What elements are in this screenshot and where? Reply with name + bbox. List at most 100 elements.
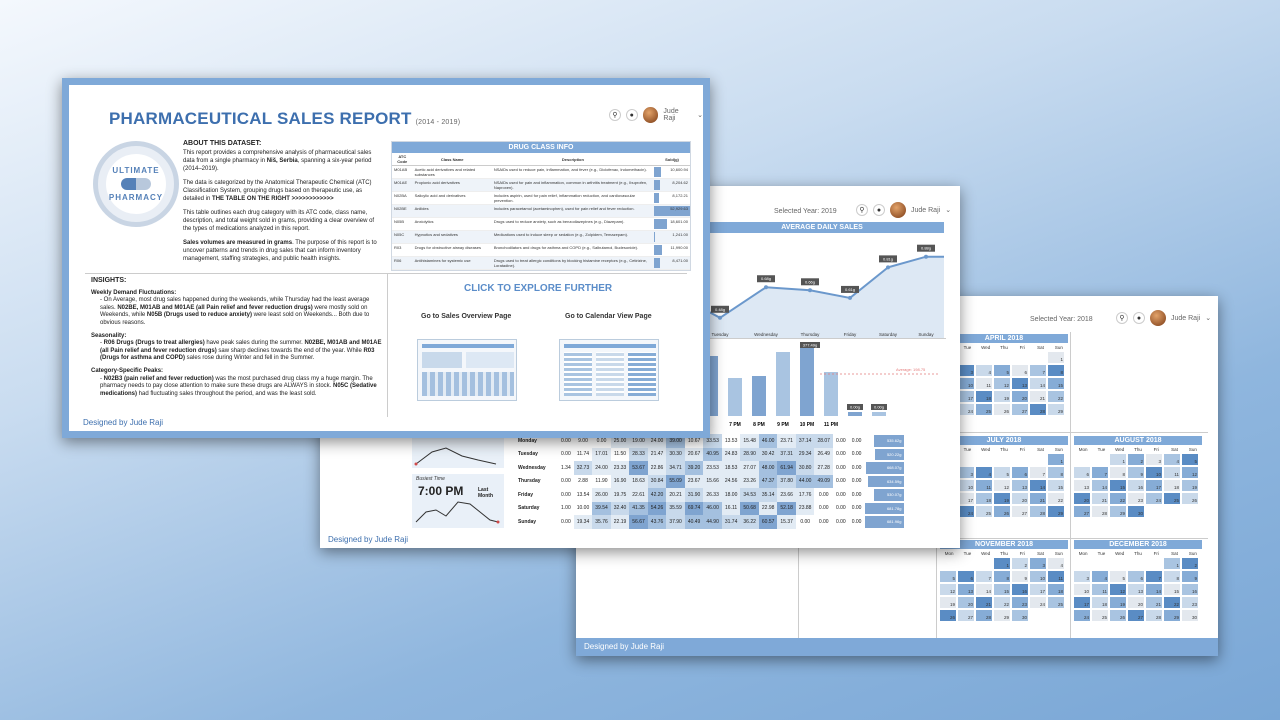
calendar-day[interactable]: 28 — [976, 610, 992, 621]
calendar-day[interactable]: 14 — [1030, 378, 1046, 389]
calendar-day[interactable]: 13 — [1012, 480, 1028, 491]
calendar-day[interactable]: 14 — [1092, 480, 1108, 491]
calendar-day[interactable]: 7 — [1030, 467, 1046, 478]
calendar-day[interactable]: 25 — [1048, 597, 1064, 608]
calendar-day[interactable]: 8 — [1048, 365, 1064, 376]
calendar-day[interactable]: 4 — [976, 365, 992, 376]
calendar-day[interactable]: 15 — [1048, 378, 1064, 389]
calendar-day[interactable]: 1 — [1110, 454, 1126, 465]
sales-overview-link[interactable]: Go to Sales Overview Page — [421, 313, 512, 320]
calendar-day[interactable]: 30 — [1012, 610, 1028, 621]
calendar-day[interactable]: 11 — [976, 378, 992, 389]
calendar-day[interactable]: 17 — [1030, 584, 1046, 595]
calendar-day[interactable]: 21 — [1092, 493, 1108, 504]
avatar[interactable] — [1150, 310, 1166, 326]
calendar-day[interactable]: 11 — [1092, 584, 1108, 595]
calendar-day[interactable]: 5 — [994, 365, 1010, 376]
calendar-day[interactable]: 22 — [994, 597, 1010, 608]
calendar-day[interactable]: 29 — [1164, 610, 1180, 621]
calendar-day[interactable]: 13 — [1128, 584, 1144, 595]
calendar-day[interactable]: 12 — [994, 378, 1010, 389]
calendar-day[interactable]: 26 — [994, 506, 1010, 517]
chevron-down-icon[interactable]: ⌄ — [945, 207, 952, 214]
calendar-day[interactable]: 27 — [1128, 610, 1144, 621]
calendar-day[interactable]: 3 — [1074, 571, 1090, 582]
calendar-day[interactable]: 4 — [1048, 558, 1064, 569]
calendar-day[interactable]: 28 — [1030, 506, 1046, 517]
calendar-day[interactable]: 3 — [958, 365, 974, 376]
calendar-day[interactable]: 22 — [1048, 391, 1064, 402]
calendar-day[interactable]: 21 — [1146, 597, 1162, 608]
copilot-icon[interactable]: ● — [625, 109, 638, 121]
calendar-day[interactable]: 25 — [1164, 493, 1180, 504]
calendar-day[interactable]: 8 — [994, 571, 1010, 582]
calendar-day[interactable]: 10 — [958, 378, 974, 389]
copilot-icon[interactable]: ● — [1133, 312, 1145, 324]
calendar-day[interactable]: 19 — [994, 493, 1010, 504]
search-icon[interactable]: ⚲ — [856, 204, 868, 216]
calendar-day[interactable]: 18 — [1164, 480, 1180, 491]
calendar-day[interactable]: 7 — [1092, 467, 1108, 478]
user-name[interactable]: Jude Raji — [663, 108, 679, 122]
calendar-day[interactable]: 27 — [1074, 506, 1090, 517]
calendar-day[interactable]: 25 — [976, 506, 992, 517]
calendar-day[interactable]: 18 — [1048, 584, 1064, 595]
calendar-day[interactable]: 9 — [1128, 467, 1144, 478]
calendar-day[interactable]: 28 — [1030, 404, 1046, 415]
calendar-day[interactable]: 6 — [958, 571, 974, 582]
calendar-day[interactable]: 13 — [1074, 480, 1090, 491]
calendar-day[interactable]: 15 — [1110, 480, 1126, 491]
sales-overview-thumbnail[interactable] — [417, 339, 517, 401]
calendar-day[interactable]: 29 — [994, 610, 1010, 621]
user-name[interactable]: Jude Raji — [1171, 314, 1201, 322]
calendar-day[interactable]: 27 — [1012, 506, 1028, 517]
calendar-day[interactable]: 24 — [1074, 610, 1090, 621]
search-icon[interactable]: ⚲ — [1116, 312, 1128, 324]
calendar-day[interactable]: 28 — [1146, 610, 1162, 621]
calendar-day[interactable]: 11 — [1164, 467, 1180, 478]
calendar-day[interactable]: 2 — [1182, 558, 1198, 569]
calendar-day[interactable]: 23 — [1128, 493, 1144, 504]
calendar-day[interactable]: 5 — [994, 467, 1010, 478]
calendar-day[interactable]: 13 — [958, 584, 974, 595]
calendar-day[interactable]: 15 — [994, 584, 1010, 595]
calendar-day[interactable]: 6 — [1012, 467, 1028, 478]
calendar-day[interactable]: 19 — [1182, 480, 1198, 491]
calendar-day[interactable]: 5 — [940, 571, 956, 582]
calendar-day[interactable]: 26 — [1110, 610, 1126, 621]
calendar-day[interactable]: 29 — [1110, 506, 1126, 517]
calendar-view-link[interactable]: Go to Calendar View Page — [565, 313, 652, 320]
calendar-day[interactable]: 15 — [1048, 480, 1064, 491]
copilot-icon[interactable]: ● — [873, 204, 885, 216]
calendar-day[interactable]: 28 — [1092, 506, 1108, 517]
calendar-day[interactable]: 16 — [1128, 480, 1144, 491]
calendar-day[interactable]: 11 — [976, 480, 992, 491]
calendar-day[interactable]: 10 — [1074, 584, 1090, 595]
calendar-day[interactable]: 16 — [1182, 584, 1198, 595]
calendar-day[interactable]: 24 — [958, 404, 974, 415]
calendar-day[interactable]: 13 — [1012, 378, 1028, 389]
calendar-day[interactable]: 27 — [958, 610, 974, 621]
calendar-day[interactable]: 24 — [1030, 597, 1046, 608]
calendar-day[interactable]: 9 — [1012, 571, 1028, 582]
calendar-day[interactable]: 8 — [1048, 467, 1064, 478]
calendar-day[interactable]: 22 — [1048, 493, 1064, 504]
calendar-day[interactable]: 7 — [976, 571, 992, 582]
calendar-day[interactable]: 20 — [958, 597, 974, 608]
calendar-day[interactable]: 22 — [1164, 597, 1180, 608]
calendar-day[interactable]: 26 — [1182, 493, 1198, 504]
calendar-day[interactable]: 29 — [1048, 506, 1064, 517]
calendar-day[interactable]: 6 — [1074, 467, 1090, 478]
calendar-view-thumbnail[interactable] — [559, 339, 659, 401]
calendar-day[interactable]: 15 — [1164, 584, 1180, 595]
calendar-day[interactable]: 4 — [1092, 571, 1108, 582]
calendar-day[interactable]: 17 — [958, 391, 974, 402]
calendar-day[interactable]: 17 — [1074, 597, 1090, 608]
calendar-day[interactable]: 20 — [1012, 391, 1028, 402]
calendar-day[interactable]: 19 — [1110, 597, 1126, 608]
calendar-day[interactable]: 16 — [1012, 584, 1028, 595]
calendar-day[interactable]: 12 — [1182, 467, 1198, 478]
calendar-day[interactable]: 25 — [976, 404, 992, 415]
calendar-day[interactable]: 24 — [1146, 493, 1162, 504]
calendar-day[interactable]: 4 — [1164, 454, 1180, 465]
